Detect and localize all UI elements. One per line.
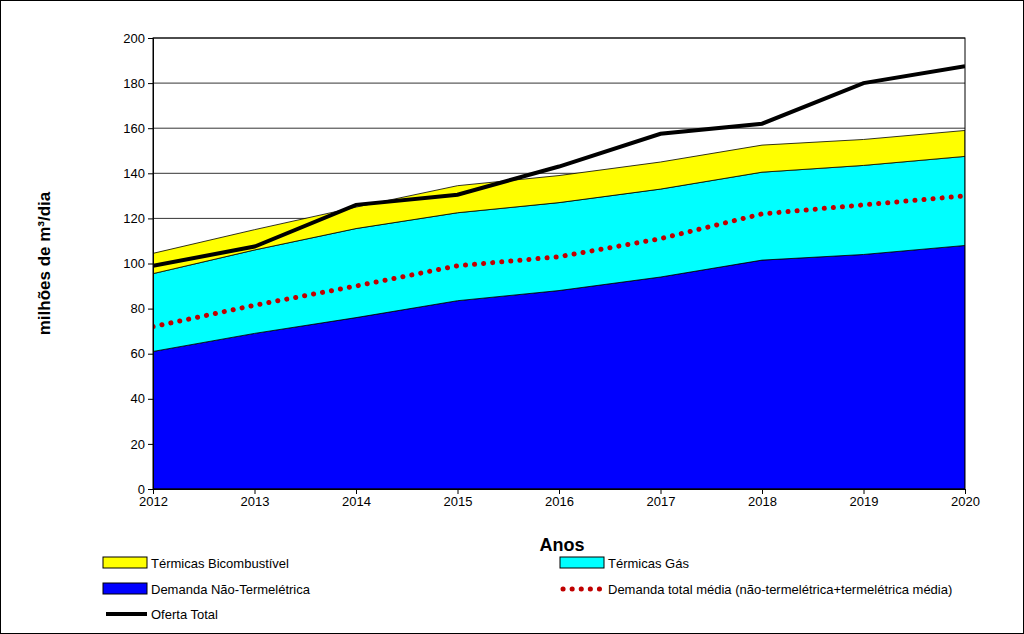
y-axis-title: milhões de m³/dia <box>35 191 54 335</box>
y-tick-label: 100 <box>123 256 145 271</box>
y-tick: 200 <box>123 31 153 46</box>
y-axis: 020406080100120140160180200 <box>123 31 153 497</box>
y-tick-mark <box>148 399 153 400</box>
y-tick: 160 <box>123 121 153 136</box>
grid-line <box>153 128 965 129</box>
legend-item: Demanda Não-Termelétrica <box>103 582 311 597</box>
y-tick-mark <box>148 38 153 39</box>
plot-frame <box>153 38 965 489</box>
x-tick-label: 2015 <box>444 494 473 509</box>
legend-swatch <box>103 557 147 568</box>
y-tick: 180 <box>123 76 153 91</box>
legend-label: Oferta Total <box>151 607 218 622</box>
y-tick-label: 20 <box>131 437 145 452</box>
x-tick: 2020 <box>951 489 980 509</box>
x-tick: 2015 <box>444 489 473 509</box>
x-tick-label: 2012 <box>139 494 168 509</box>
y-tick-mark <box>148 309 153 310</box>
x-tick-label: 2014 <box>342 494 371 509</box>
legend-item: Demanda total média (não-termelétrica+te… <box>563 582 952 597</box>
y-tick-mark <box>148 444 153 445</box>
x-tick-label: 2017 <box>647 494 676 509</box>
legend-item: Térmicas Gás <box>560 556 689 571</box>
x-tick: 2019 <box>850 489 879 509</box>
legend-swatch <box>560 557 604 568</box>
legend-label: Demanda Não-Termelétrica <box>151 582 311 597</box>
legend-swatch <box>563 587 604 592</box>
x-tick-label: 2018 <box>748 494 777 509</box>
x-tick: 2014 <box>342 489 371 509</box>
x-tick: 2012 <box>139 489 168 509</box>
plot-area <box>153 66 965 489</box>
y-axis-line <box>148 39 154 490</box>
x-tick: 2013 <box>241 489 270 509</box>
y-tick-mark <box>148 83 153 84</box>
y-tick-mark <box>148 489 153 490</box>
x-tick-label: 2016 <box>545 494 574 509</box>
y-tick-label: 200 <box>123 31 145 46</box>
legend-label: Térmicas Gás <box>608 556 689 571</box>
legend-item: Oferta Total <box>106 607 218 622</box>
x-tick-label: 2020 <box>951 494 980 509</box>
y-tick: 140 <box>123 166 153 181</box>
y-tick: 80 <box>131 301 153 316</box>
x-tick-label: 2013 <box>241 494 270 509</box>
y-tick: 20 <box>131 437 153 452</box>
legend-swatch <box>106 612 147 616</box>
area <box>153 130 965 273</box>
legend-item: Térmicas Bicombustível <box>103 556 289 571</box>
y-tick-label: 160 <box>123 121 145 136</box>
y-tick-mark <box>148 218 153 219</box>
legend: Térmicas Bicombustível Térmicas Gás Demand… <box>103 556 952 622</box>
legend-label: Demanda total média (não-termelétrica+te… <box>608 582 952 597</box>
line <box>153 66 965 266</box>
x-tick: 2016 <box>545 489 574 509</box>
x-tick-label: 2019 <box>850 494 879 509</box>
y-tick-label: 140 <box>123 166 145 181</box>
y-tick-label: 60 <box>131 346 145 361</box>
chart-border <box>1 1 1024 634</box>
y-tick-mark <box>148 354 153 355</box>
x-axis: 2012 2013 2014 2015 2016 2017 2018 2019 2020 <box>139 489 980 509</box>
legend-swatch <box>103 583 147 594</box>
x-tick: 2018 <box>748 489 777 509</box>
legend-label: Térmicas Bicombustível <box>151 556 289 571</box>
y-tick: 60 <box>131 346 153 361</box>
grid <box>153 38 965 489</box>
x-axis-title: Anos <box>540 535 585 555</box>
y-tick-mark <box>148 173 153 174</box>
chart: 0204060801001201401601802002012201320142… <box>0 0 1024 634</box>
y-tick-label: 80 <box>131 301 145 316</box>
x-tick: 2017 <box>647 489 676 509</box>
y-tick: 100 <box>123 256 153 271</box>
y-tick: 120 <box>123 211 153 226</box>
line <box>153 196 965 327</box>
y-tick: 40 <box>131 391 153 406</box>
y-tick-label: 180 <box>123 76 145 91</box>
y-tick-label: 40 <box>131 391 145 406</box>
y-tick-mark <box>148 128 153 129</box>
grid-line <box>153 83 965 84</box>
y-tick-label: 120 <box>123 211 145 226</box>
y-tick-mark <box>148 264 153 265</box>
